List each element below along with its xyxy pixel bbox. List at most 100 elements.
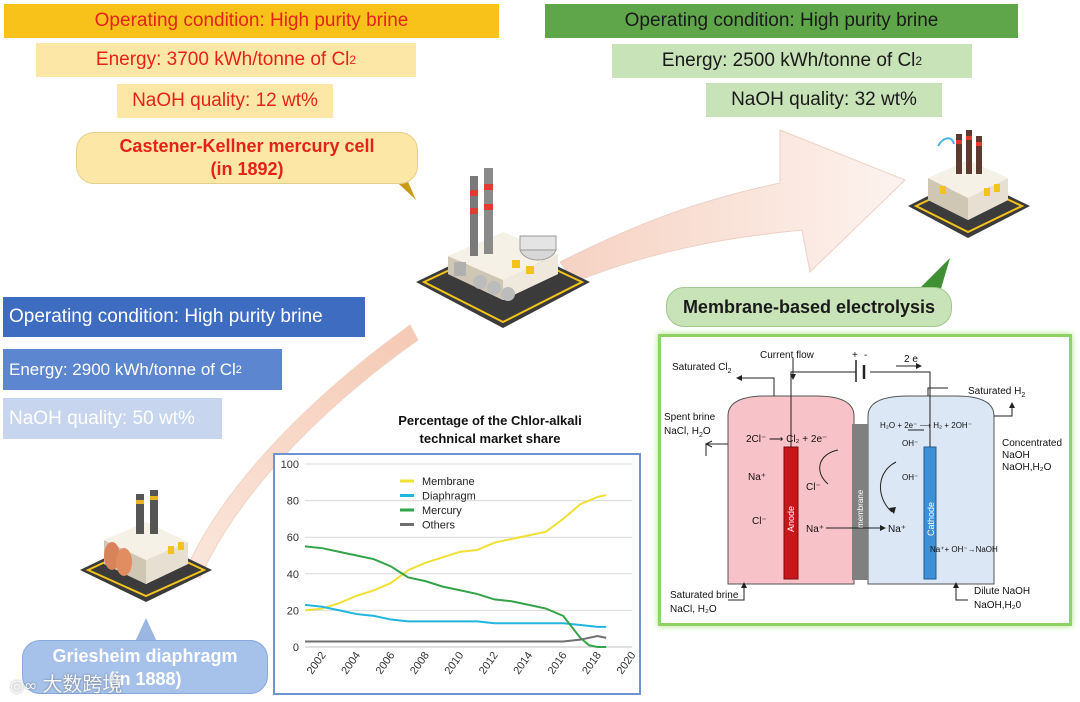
x-tick-label: 2010 [442,650,466,677]
saturated-h2-label: Saturated H2 [968,386,1025,399]
mercury-to-membrane-arrow [559,129,906,283]
h2-outlet [927,387,948,396]
y-tick-label: 20 [287,605,299,617]
membrane-sheet [852,424,868,580]
y-tick-label: 80 [287,496,299,508]
chart-plot: 0 20 40 60 80 100 2002 2004 2006 2008 2010 2012 2014… [281,459,639,677]
membrane-naoh-text: NaOH quality: 32 wt% [731,89,917,110]
mercury-energy-box: Energy: 3700 kWh/tonne of Cl 2 [36,43,416,77]
membrane-naoh-box: NaOH quality: 32 wt% [706,83,942,117]
membrane-callout: Membrane-based electrolysis [666,287,952,327]
cl-curve-arrow [819,449,839,485]
mercury-naoh-box: NaOH quality: 12 wt% [117,84,333,118]
concentrated-composition: NaOH,H₂O [1002,462,1052,473]
brine-inlet [728,584,745,601]
chart-title-line1: Percentage of the Chlor-alkali [398,413,582,428]
anode-cl-ion: Cl⁻ [752,516,767,527]
y-tick-label: 40 [287,569,299,581]
anode-reaction: 2Cl⁻ ⟶ Cl₂ + 2e⁻ [746,434,827,445]
x-tick-label: 2014 [511,650,535,677]
mercury-energy-text: Energy: 3700 kWh/tonne of Cl [95,49,350,70]
legend-label-others: Others [422,520,456,532]
watermark: ◎∞ 大数跨境 [10,668,122,697]
mercury-naoh-text: NaOH quality: 12 wt% [132,90,318,111]
membrane-factory-icon [908,130,1030,238]
x-tick-label: 2018 [580,650,604,677]
spent-brine-label: Spent brine [664,412,716,423]
diaphragm-to-mercury-arrow [184,324,419,579]
mercury-cell-callout: Castener-Kellner mercury cell (in 1892) [76,132,418,184]
concentrated-label: Concentrated [1002,438,1062,449]
mercury-energy-subscript: 2 [349,53,357,67]
cathode-label: Cathode [926,502,936,536]
x-tick-label: 2016 [546,650,570,677]
diaphragm-energy-text: Energy: 2900 kWh/tonne of Cl [9,359,236,379]
membrane-condition-box: Operating condition: High purity brine [545,4,1018,38]
series-line-mercury [304,545,607,648]
x-tick-label: 2008 [408,650,432,677]
anode-label: Anode [786,506,796,532]
hydroxide-ion-mid: OH⁻ [902,473,918,482]
electrolysis-cell-diagram: Current flow + - 2 e Saturated Cl2 Satur… [664,350,1062,615]
membrane-process-name: Membrane-based electrolysis [682,297,936,317]
legend-label-diaphragm: Diaphragm [422,491,476,503]
cathode-na-ion: Na⁺ [888,524,906,535]
anode-na-ion: Na⁺ [748,472,766,483]
dilute-naoh-label: Dilute NaOH [974,586,1030,597]
cl2-outlet [740,377,775,396]
diaphragm-naoh-box: NaOH quality: 50 wt% [3,398,222,439]
dilute-inlet [955,584,968,601]
y-tick-label: 100 [281,459,299,471]
oh-curve-arrow [880,461,897,513]
mercury-condition-text: Operating condition: High purity brine [94,10,409,31]
dilute-naoh-composition: NaOH,H₂0 [974,600,1022,611]
diaphragm-callout: Griesheim diaphragm (in 1888) [22,640,268,694]
diaphragm-factory-icon [80,490,212,602]
series-line-membrane [304,494,607,612]
diaphragm-cell-year: (in 1888) [108,669,182,689]
legend-label-membrane: Membrane [422,476,475,488]
x-tick-label: 2004 [339,650,363,677]
hydroxide-ion-top: OH⁻ [902,439,918,448]
cathode-reaction: H₂O + 2e⁻ ⟶ H₂ + 2OH⁻ [880,421,972,430]
membrane-label: membrane [856,489,865,528]
x-tick-label: 2006 [374,650,398,677]
chart-title: Percentage of the Chlor-alkali technical… [380,412,600,448]
concentrated-naoh: NaOH [1002,450,1030,461]
diaphragm-condition-box: Operating condition: High purity brine [3,297,365,337]
saturated-brine-label: Saturated brine [670,590,739,601]
membrane-energy-text: Energy: 2500 kWh/tonne of Cl [661,50,916,71]
current-flow-label: Current flow [760,350,815,361]
series-line-others [305,634,607,643]
membrane-energy-box: Energy: 2500 kWh/tonne of Cl 2 [612,44,972,78]
membrane-callout-tail [918,258,950,292]
saturated-brine-composition: NaCl, H₂O [670,604,717,615]
membrane-condition-text: Operating condition: High purity brine [624,10,939,31]
y-tick-label: 60 [287,532,299,544]
mercury-condition-box: Operating condition: High purity brine [4,4,499,38]
watermark-logo-icon: ◎∞ [10,676,43,695]
diaphragm-energy-subscript: 2 [235,363,242,376]
diaphragm-naoh-text: NaOH quality: 50 wt% [9,407,195,429]
naoh-formation: Na⁺+ OH⁻→NaOH [930,545,998,554]
migrating-na-ion: Na⁺ [806,524,824,535]
y-tick-label: 0 [293,642,299,654]
diaphragm-condition-text: Operating condition: High purity brine [9,306,323,327]
diaphragm-callout-tail [134,618,158,644]
electron-label: 2 e [904,354,918,365]
battery-minus-label: - [864,350,867,361]
chart-title-line2: technical market share [419,431,561,446]
naoh-outlet [994,404,1013,417]
current-wire [790,371,931,447]
diaphragm-energy-box: Energy: 2900 kWh/tonne of Cl 2 [3,349,282,390]
battery-plus-label: + [852,350,858,361]
x-tick-label: 2002 [305,650,329,677]
watermark-text: 大数跨境 [42,672,123,696]
saturated-cl2-label: Saturated Cl2 [672,362,732,375]
series-line-diaphragm [304,603,607,628]
mercury-factory-icon [416,168,590,328]
diaphragm-cell-name: Griesheim diaphragm [52,646,238,666]
mercury-cell-year: (in 1892) [210,159,284,179]
legend-label-mercury: Mercury [422,505,462,517]
